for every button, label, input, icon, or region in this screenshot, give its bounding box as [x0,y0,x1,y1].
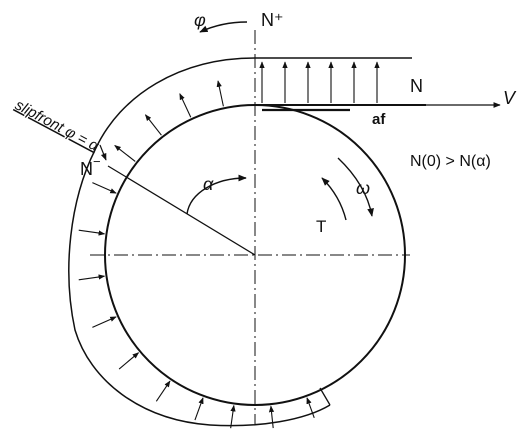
radial-arrow [306,397,315,418]
radial-arrow [78,274,106,281]
n-plus-label: N⁺ [261,10,284,30]
relation-label: N(0) > N(α) [410,153,491,170]
radial-arrow [114,144,136,162]
radius-line [107,165,256,256]
omega-arrow [337,157,374,217]
phi-rotation-arrow [199,21,248,33]
radial-arrow [216,80,224,107]
radial-pressure-arrows [78,80,315,429]
radial-arrow [179,93,192,118]
radial-arrow [78,229,106,236]
torque-label: T [316,217,326,236]
radial-arrow [268,405,275,429]
velocity-label: V [503,88,517,108]
envelope-end-line [319,387,331,406]
n-minus-sup: − [93,154,101,169]
radial-arrow [144,114,162,136]
radial-arrow [92,316,117,328]
phi-label-top: φ [194,10,206,30]
radial-arrow [230,404,236,429]
radial-arrow [92,182,117,194]
af-label: af [372,111,386,128]
radial-arrow [118,352,140,370]
omega-label: ω [356,178,370,198]
alpha-arc [186,174,247,215]
n-right-label: N [410,76,423,96]
slipfront-pointer [99,144,107,161]
pressure-envelope [68,57,331,427]
radial-arrow [155,380,171,402]
n-minus-label: N [80,159,93,179]
strip-pressure-arrows [259,61,380,103]
alpha-label: α [203,174,214,194]
slipfront-label: slipfront φ = α [12,97,102,155]
radial-arrow [194,397,204,421]
torque-arrow [321,177,347,221]
